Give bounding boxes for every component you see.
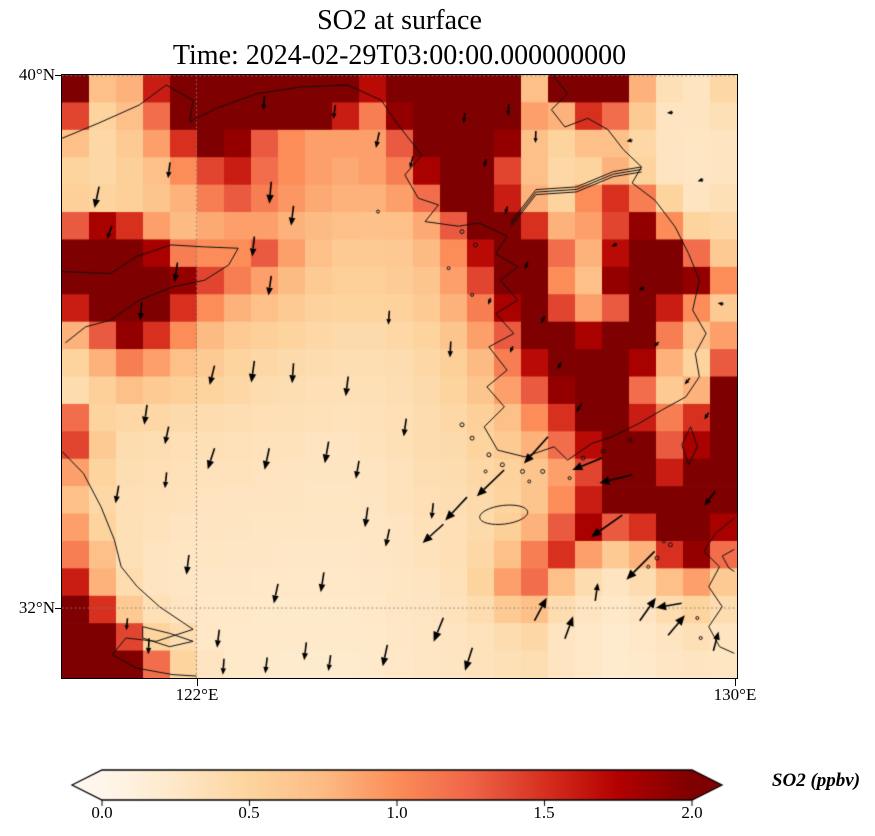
- xtick-label-130e: 130°E: [713, 685, 757, 704]
- xtick-mark-122e: [196, 679, 198, 686]
- ytick-mark-32n: [55, 607, 62, 609]
- colorbar-tick-05: 0.5: [238, 803, 260, 822]
- colorbar-tick-0: 0.0: [91, 803, 113, 822]
- colorbar-tick-15: 1.5: [533, 803, 555, 822]
- map-canvas: [61, 74, 737, 678]
- map-axes: [60, 73, 738, 679]
- ytick-mark-40n: [55, 74, 62, 76]
- colorbar-canvas: [62, 768, 732, 808]
- ytick-label-40n: 40°N: [18, 65, 55, 84]
- xtick-mark-130e: [734, 679, 736, 686]
- xtick-label-122e: 122°E: [175, 685, 219, 704]
- colorbar-label: SO2 (ppbv): [771, 770, 861, 791]
- chart-title: SO2 at surface: [317, 5, 482, 36]
- colorbar-tick-20: 2.0: [681, 803, 703, 822]
- ytick-label-32n: 32°N: [18, 598, 55, 617]
- chart-subtitle: Time: 2024-02-29T03:00:00.000000000: [172, 40, 627, 71]
- colorbar-tick-10: 1.0: [386, 803, 408, 822]
